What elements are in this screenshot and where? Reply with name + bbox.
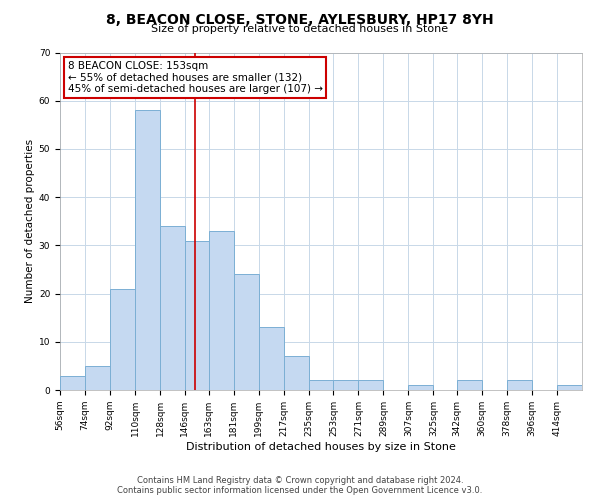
Text: 8, BEACON CLOSE, STONE, AYLESBURY, HP17 8YH: 8, BEACON CLOSE, STONE, AYLESBURY, HP17 … [106, 12, 494, 26]
Bar [160, 226, 185, 390]
Bar [60, 376, 85, 390]
Bar [308, 380, 334, 390]
Bar [457, 380, 482, 390]
Bar [233, 274, 259, 390]
Y-axis label: Number of detached properties: Number of detached properties [25, 139, 35, 304]
Bar [507, 380, 532, 390]
Text: 8 BEACON CLOSE: 153sqm
← 55% of detached houses are smaller (132)
45% of semi-de: 8 BEACON CLOSE: 153sqm ← 55% of detached… [68, 61, 323, 94]
Text: Contains HM Land Registry data © Crown copyright and database right 2024.
Contai: Contains HM Land Registry data © Crown c… [118, 476, 482, 495]
Bar [85, 366, 110, 390]
Bar [110, 289, 135, 390]
Bar [259, 328, 284, 390]
Bar [557, 385, 582, 390]
Bar [209, 231, 233, 390]
Bar [135, 110, 160, 390]
Bar [334, 380, 358, 390]
Bar [284, 356, 308, 390]
X-axis label: Distribution of detached houses by size in Stone: Distribution of detached houses by size … [186, 442, 456, 452]
Bar [358, 380, 383, 390]
Bar [409, 385, 433, 390]
Bar [185, 240, 209, 390]
Text: Size of property relative to detached houses in Stone: Size of property relative to detached ho… [151, 24, 449, 34]
